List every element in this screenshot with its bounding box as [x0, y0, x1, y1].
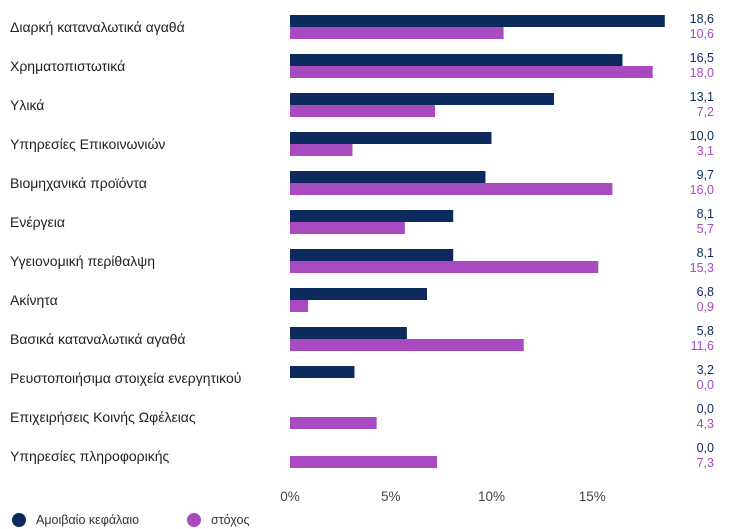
category-label: Υλικά — [10, 97, 44, 113]
category-label: Βιομηχανικά προϊόντα — [10, 175, 147, 191]
bar-fund — [290, 327, 407, 339]
bar-fund — [290, 54, 623, 66]
bar-fund — [290, 366, 355, 378]
category-label: Διαρκή καταναλωτικά αγαθά — [10, 19, 185, 35]
bar-target — [290, 261, 599, 273]
x-tick-label: 5% — [381, 489, 401, 504]
x-axis: 0% 5% 10% 15% — [280, 489, 606, 504]
bar-target — [290, 339, 524, 351]
bar-fund — [290, 15, 665, 27]
value-label-fund: 8,1 — [697, 207, 714, 221]
bars — [290, 15, 665, 468]
value-label-fund: 9,7 — [697, 168, 714, 182]
bar-target — [290, 300, 309, 312]
category-label: Βασικά καταναλωτικά αγαθά — [10, 331, 185, 347]
value-label-fund: 18,6 — [690, 12, 714, 26]
bar-target — [290, 417, 377, 429]
category-label: Ρευστοποιήσιμα στοιχεία ενεργητικού — [10, 370, 241, 386]
x-tick-label: 0% — [280, 489, 300, 504]
value-label-fund: 6,8 — [697, 285, 714, 299]
value-label-target: 5,7 — [697, 222, 714, 236]
legend-marker-fund — [12, 513, 26, 527]
bar-target — [290, 66, 653, 78]
value-label-target: 10,6 — [690, 27, 714, 41]
value-label-fund: 13,1 — [690, 90, 714, 104]
x-tick-label: 15% — [579, 489, 606, 504]
value-label-target: 7,2 — [697, 105, 714, 119]
value-label-fund: 0,0 — [697, 402, 714, 416]
bar-fund — [290, 210, 454, 222]
legend: Αμοιβαίο κεφάλαιο στόχος — [12, 513, 249, 527]
category-label: Επιχειρήσεις Κοινής Ωφέλειας — [10, 409, 196, 425]
value-label-target: 4,3 — [697, 417, 714, 431]
value-label-target: 18,0 — [690, 66, 714, 80]
category-label: Υγειονομική περίθαλψη — [10, 253, 155, 269]
category-labels: Διαρκή καταναλωτικά αγαθά Χρηματοπιστωτικ… — [10, 19, 241, 464]
bar-target — [290, 105, 436, 117]
bar-fund — [290, 132, 492, 144]
value-label-target: 7,3 — [697, 456, 714, 470]
legend-label-fund: Αμοιβαίο κεφάλαιο — [36, 513, 139, 527]
value-label-fund: 8,1 — [697, 246, 714, 260]
bar-target — [290, 456, 438, 468]
value-label-fund: 10,0 — [690, 129, 714, 143]
value-label-fund: 5,8 — [697, 324, 714, 338]
bar-target — [290, 27, 504, 39]
value-labels: 18,610,6 16,518,0 13,17,2 10,03,1 9,716,0 8,1… — [690, 12, 714, 470]
category-label: Υπηρεσίες Επικοινωνιών — [10, 136, 165, 152]
category-label: Ακίνητα — [10, 292, 58, 308]
bar-fund — [290, 171, 486, 183]
value-label-fund: 3,2 — [697, 363, 714, 377]
category-label: Υπηρεσίες πληροφορικής — [10, 448, 170, 464]
legend-marker-target — [187, 513, 201, 527]
value-label-target: 11,6 — [691, 339, 714, 353]
bar-fund — [290, 249, 454, 261]
value-label-fund: 0,0 — [697, 441, 714, 455]
bar-target — [290, 144, 353, 156]
value-label-target: 0,0 — [697, 378, 714, 392]
legend-label-target: στόχος — [211, 513, 249, 527]
value-label-target: 3,1 — [697, 144, 714, 158]
category-label: Ενέργεια — [10, 214, 65, 230]
bar-target — [290, 222, 405, 234]
category-label: Χρηματοπιστωτικά — [10, 58, 125, 74]
bar-fund — [290, 288, 428, 300]
bar-target — [290, 183, 613, 195]
bar-fund — [290, 93, 554, 105]
value-label-target: 15,3 — [690, 261, 714, 275]
value-label-target: 16,0 — [690, 183, 714, 197]
value-label-target: 0,9 — [697, 300, 714, 314]
x-tick-label: 10% — [478, 489, 505, 504]
value-label-fund: 16,5 — [690, 51, 714, 65]
